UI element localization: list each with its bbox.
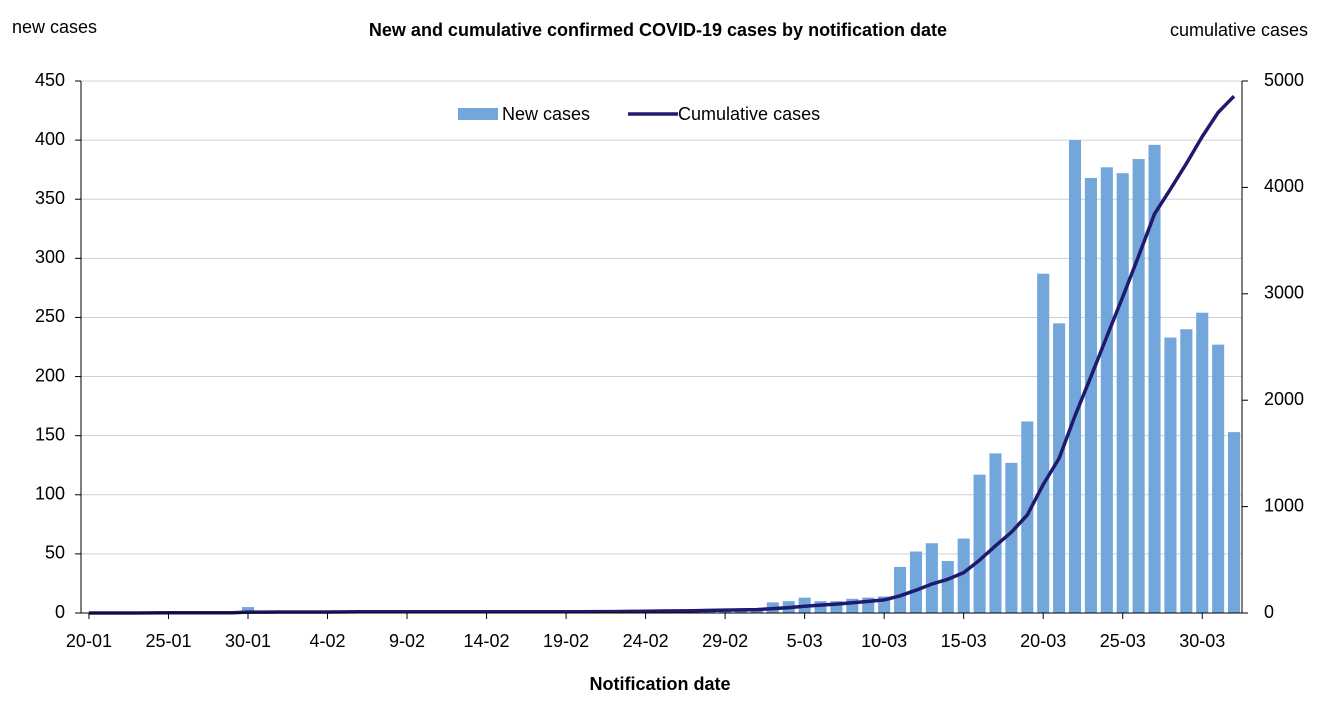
bar [814, 601, 827, 613]
bar [241, 607, 255, 613]
y-tick-label: 0 [55, 602, 65, 622]
bar [925, 543, 938, 613]
x-axis-title: Notification date [589, 674, 730, 694]
bar [1212, 344, 1225, 613]
bar [1116, 173, 1129, 614]
y-tick-label: 250 [35, 306, 65, 326]
bar [1196, 312, 1209, 613]
x-tick-label: 9-02 [389, 631, 425, 651]
line [89, 94, 1236, 615]
bar [941, 560, 954, 613]
bar [989, 453, 1002, 613]
y2-tick-label: 4000 [1264, 176, 1304, 196]
bar [1084, 177, 1097, 614]
bar [734, 610, 748, 613]
bar [1005, 462, 1018, 613]
bar [1228, 432, 1241, 613]
bar [830, 601, 843, 613]
x-tick-label: 25-01 [145, 631, 191, 651]
x-tick-label: 25-03 [1100, 631, 1146, 651]
bar [973, 474, 986, 613]
bar [1132, 159, 1145, 613]
x-tick-label: 30-01 [225, 631, 271, 651]
x-tick-label: 20-01 [66, 631, 112, 651]
y-tick-label: 150 [35, 424, 65, 444]
y-tick-label: 50 [45, 543, 65, 563]
bar [1068, 140, 1082, 613]
x-tick-label: 15-03 [941, 631, 987, 651]
y-axis-title: new cases [12, 17, 97, 37]
legend-swatch [458, 108, 498, 120]
bar [1100, 167, 1113, 613]
x-tick-label: 5-03 [787, 631, 823, 651]
x-tick-label: 24-02 [623, 631, 669, 651]
x-tick-label: 30-03 [1179, 631, 1225, 651]
y2-axis-title: cumulative cases [1170, 20, 1308, 40]
chart-title: New and cumulative confirmed COVID-19 ca… [369, 20, 947, 40]
y2-tick-label: 0 [1264, 602, 1274, 622]
bar [909, 551, 923, 613]
bar [1148, 144, 1161, 613]
y2-tick-label: 2000 [1264, 389, 1304, 409]
bar [1037, 273, 1050, 613]
legend-label: Cumulative cases [678, 104, 820, 124]
y-tick-label: 300 [35, 247, 65, 267]
y2-tick-label: 1000 [1264, 495, 1304, 515]
x-tick-label: 20-03 [1020, 631, 1066, 651]
x-tick-label: 19-02 [543, 631, 589, 651]
y2-tick-label: 3000 [1264, 283, 1304, 303]
bar [957, 538, 970, 613]
x-tick-label: 14-02 [464, 631, 510, 651]
y-tick-label: 350 [35, 188, 65, 208]
y-tick-label: 100 [35, 484, 65, 504]
x-tick-label: 29-02 [702, 631, 748, 651]
bar [894, 566, 907, 613]
bar [1053, 323, 1066, 613]
y-tick-label: 200 [35, 365, 65, 385]
bar [1180, 329, 1193, 613]
y2-tick-label: 5000 [1264, 70, 1304, 90]
legend-label: New cases [502, 104, 590, 124]
x-tick-label: 10-03 [861, 631, 907, 651]
y-tick-label: 450 [35, 70, 65, 90]
bar [1164, 337, 1177, 613]
x-tick-label: 4-02 [309, 631, 345, 651]
y-tick-label: 400 [35, 129, 65, 149]
